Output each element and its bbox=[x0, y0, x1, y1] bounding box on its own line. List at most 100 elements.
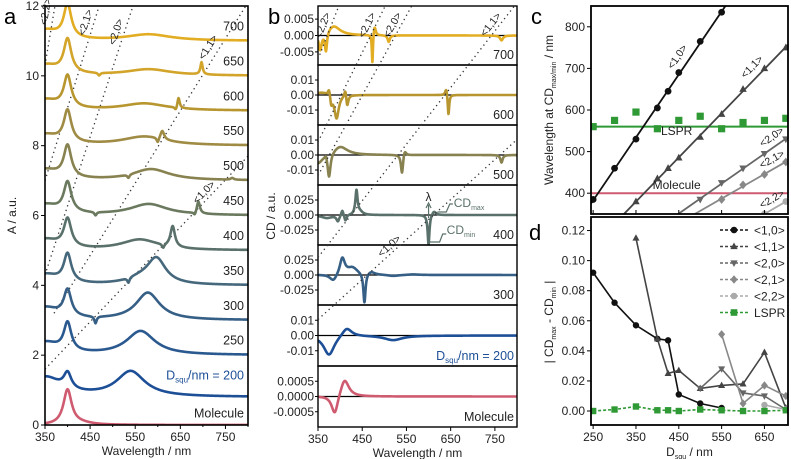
data-point bbox=[717, 110, 726, 117]
legend-label: <1,0> bbox=[754, 224, 785, 238]
cdmax-label: CDmax bbox=[454, 196, 485, 212]
subplot-label-200: Dsqu/nm = 200 bbox=[436, 349, 514, 365]
subplot-label: 600 bbox=[493, 108, 514, 122]
series-label: 700 bbox=[223, 19, 244, 33]
data-point bbox=[761, 407, 768, 415]
data-point bbox=[591, 123, 597, 131]
panel-d-plot-area bbox=[591, 234, 788, 415]
series-label: 550 bbox=[223, 124, 244, 138]
data-point bbox=[718, 407, 725, 414]
cd-curve bbox=[318, 188, 517, 245]
y-tick-label: -0.01 bbox=[287, 103, 315, 117]
cd-curve bbox=[318, 379, 517, 414]
data-point bbox=[664, 87, 672, 95]
cd-curve bbox=[318, 88, 517, 120]
absorbance-curve-700 bbox=[45, 6, 248, 42]
absorbance-curve-450 bbox=[45, 179, 248, 217]
ylabel-part: | bbox=[542, 281, 556, 287]
cd-curve bbox=[318, 145, 517, 178]
legend-label: <2,1> bbox=[754, 273, 785, 287]
lattice-guide-line bbox=[45, 155, 248, 370]
panel-b-guides bbox=[318, 6, 517, 320]
y-tick-label: -0.01 bbox=[287, 344, 315, 358]
series-label: Molecule bbox=[194, 406, 244, 420]
lambda-label: λ bbox=[426, 190, 432, 204]
dsqu-unit: /nm = bbox=[188, 369, 223, 383]
y-tick-label: 0.00 bbox=[291, 88, 315, 102]
y-tick-label: -0.025 bbox=[280, 223, 314, 237]
subplot-label: 300 bbox=[493, 288, 514, 302]
mode-label: <2,0> bbox=[757, 125, 786, 150]
data-point bbox=[591, 269, 597, 276]
ylabel-part: | CD bbox=[542, 339, 556, 363]
y-tick-label: 600 bbox=[565, 103, 585, 117]
data-point bbox=[760, 348, 768, 355]
legend-marker bbox=[730, 226, 738, 234]
dsqu-value: 200 bbox=[493, 349, 514, 363]
y-tick-label: 0.025 bbox=[284, 193, 314, 207]
ylabel-main: Wavelength at CD bbox=[542, 88, 556, 185]
y-tick-label: -0.01 bbox=[287, 163, 315, 177]
data-point bbox=[610, 116, 619, 124]
data-point bbox=[718, 125, 726, 133]
lattice-guide-label: <1,1> bbox=[196, 33, 220, 62]
mode-label: <1,1> bbox=[738, 53, 765, 81]
y-tick-label: 0.01 bbox=[291, 313, 315, 327]
series-label: 350 bbox=[223, 264, 244, 278]
series-line-3 bbox=[720, 334, 787, 405]
y-tick-label: 0.0000 bbox=[277, 390, 314, 404]
dsqu-unit: /nm = bbox=[458, 349, 493, 363]
x-tick-label: 350 bbox=[626, 430, 646, 444]
lattice-guide-line bbox=[45, 6, 134, 276]
y-tick-label: 700 bbox=[565, 61, 585, 75]
series-label: 400 bbox=[223, 229, 244, 243]
lattice-guide-label: <2,1> bbox=[76, 8, 95, 37]
data-point bbox=[697, 400, 704, 407]
legend-label: <2,0> bbox=[754, 257, 785, 271]
data-point bbox=[632, 322, 640, 329]
absorbance-curve-400 bbox=[45, 216, 248, 252]
absorbance-curve-250 bbox=[45, 319, 248, 356]
xlabel-main: D bbox=[666, 445, 675, 459]
data-point bbox=[664, 369, 672, 376]
data-point bbox=[653, 104, 661, 112]
data-point bbox=[782, 407, 788, 414]
absorbance-curve-350 bbox=[45, 251, 248, 287]
y-tick-label: 6 bbox=[32, 209, 39, 223]
data-point bbox=[696, 37, 704, 45]
absorbance-curve-550 bbox=[45, 107, 248, 147]
data-point bbox=[760, 381, 768, 390]
legend-marker bbox=[730, 292, 738, 300]
data-point bbox=[718, 8, 726, 16]
y-tick-label: 0.12 bbox=[562, 224, 586, 238]
data-point bbox=[664, 407, 672, 414]
y-tick-label: -0.025 bbox=[280, 283, 314, 297]
data-point bbox=[718, 366, 726, 373]
data-point bbox=[760, 150, 769, 158]
data-point bbox=[611, 299, 618, 306]
data-point bbox=[782, 391, 788, 401]
data-point bbox=[717, 180, 726, 187]
x-tick-label: 350 bbox=[308, 432, 328, 446]
legend-label: <2,2> bbox=[754, 290, 785, 304]
legend-label: <1,1> bbox=[754, 240, 785, 254]
x-tick-label: 750 bbox=[215, 430, 235, 444]
cdmax-leader bbox=[437, 203, 453, 213]
cd-curve bbox=[318, 327, 517, 356]
series-line-5 bbox=[593, 405, 786, 412]
cd-subplot-molecule: 0.0005 0.0000-0.0005 Molecule bbox=[273, 365, 518, 428]
x-tick-label: 650 bbox=[441, 432, 461, 446]
y-tick-label: -0.0005 bbox=[273, 405, 314, 419]
dsqu-subscript: squ bbox=[175, 376, 188, 385]
legend-marker bbox=[730, 309, 738, 316]
x-tick-label: 550 bbox=[125, 430, 145, 444]
y-tick-label: 800 bbox=[565, 20, 585, 34]
y-tick-label: 400 bbox=[565, 186, 585, 200]
subplot-label: 700 bbox=[493, 48, 514, 62]
dsqu-subscript: squ bbox=[445, 356, 458, 365]
data-point bbox=[611, 164, 618, 172]
y-tick-label: 8 bbox=[32, 139, 39, 153]
mode-label: <1,0> bbox=[665, 42, 690, 71]
